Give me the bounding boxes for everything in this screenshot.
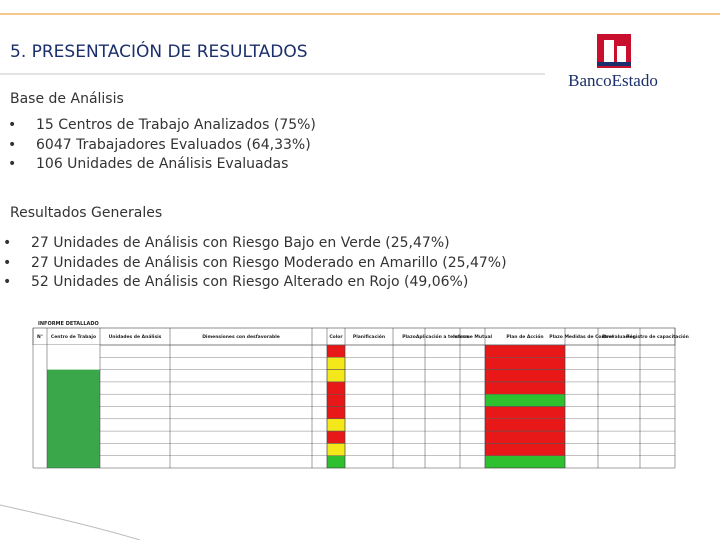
risk-cell [326, 357, 346, 370]
brand: BancoEstado [568, 71, 658, 90]
risk-cell [326, 381, 346, 395]
risk-cell [326, 344, 346, 358]
risk-cell [326, 443, 346, 456]
header-cell: Plan de Acción [506, 333, 543, 340]
plan-cell [484, 394, 566, 407]
bullet-list: 15 Centros de Trabajo Analizados (75%) 6… [8, 116, 316, 175]
plan-cell [484, 381, 566, 395]
plan-cell [484, 406, 566, 420]
bullet: 6047 Trabajadores Evaluados (64,33%) [8, 136, 316, 156]
header-cell: Informe Mutual [453, 334, 493, 340]
header-cell: Reevaluación [602, 333, 636, 340]
header-cell: Unidades de Análisis [109, 333, 162, 340]
risk-cell [326, 455, 346, 469]
results-table: INFORME DETALLADO N° Centro de Trabajo Unid… [32, 321, 689, 469]
risk-cell [326, 394, 346, 407]
plan-cell [484, 357, 566, 370]
header-cell: Planificación [353, 333, 385, 340]
risk-cell [326, 369, 346, 383]
plan-cell [484, 455, 566, 469]
risk-cell [326, 418, 346, 432]
center-cell [47, 369, 100, 468]
table-caption: INFORME DETALLADO [38, 321, 99, 327]
header-cell: Centro de Trabajo [51, 334, 96, 340]
corner-curve [0, 504, 141, 540]
section-heading: Base de Análisis [10, 91, 124, 107]
bullet: 15 Centros de Trabajo Analizados (75%) [8, 116, 316, 136]
section-heading: Resultados Generales [10, 205, 163, 221]
bullet: 106 Unidades de Análisis Evaluadas [8, 155, 316, 175]
header-cell: N° [37, 334, 43, 340]
header-cell: Plazo [402, 334, 416, 340]
plan-cell [484, 443, 566, 456]
header-cell: Dimensiones con desfavorable [202, 334, 280, 340]
plan-cell [484, 430, 566, 444]
logo-icon [597, 34, 631, 68]
header-cell: Registro de capacitación [626, 333, 689, 340]
risk-cell [326, 430, 346, 444]
plan-cell [484, 344, 566, 358]
bullet-list: 27 Unidades de Análisis con Riesgo Bajo … [3, 234, 507, 293]
plan-cell [484, 418, 566, 432]
header-cell: Color [329, 334, 343, 340]
slide-title: 5. PRESENTACIÓN DE RESULTADOS [10, 42, 308, 62]
bullet: 52 Unidades de Análisis con Riesgo Alter… [3, 273, 507, 293]
header-cell: Aplicación a terceros [416, 333, 470, 340]
bullet: 27 Unidades de Análisis con Riesgo Bajo … [3, 234, 507, 254]
bullet: 27 Unidades de Análisis con Riesgo Moder… [3, 254, 507, 274]
header-cell: Plazo Medidas de Control [549, 334, 614, 340]
plan-cell [484, 369, 566, 383]
risk-cell [326, 406, 346, 420]
